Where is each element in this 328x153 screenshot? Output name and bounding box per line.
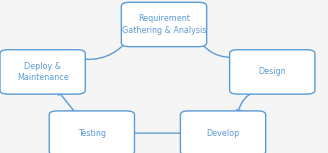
FancyBboxPatch shape (0, 50, 85, 94)
Text: Requirement
Gathering & Analysis: Requirement Gathering & Analysis (122, 14, 206, 35)
FancyBboxPatch shape (180, 111, 266, 153)
Text: Deploy &
Maintenance: Deploy & Maintenance (17, 62, 69, 82)
FancyBboxPatch shape (49, 111, 134, 153)
Text: Develop: Develop (206, 129, 240, 138)
Text: Design: Design (258, 67, 286, 76)
Text: Testing: Testing (78, 129, 106, 138)
FancyBboxPatch shape (230, 50, 315, 94)
FancyBboxPatch shape (121, 2, 207, 47)
